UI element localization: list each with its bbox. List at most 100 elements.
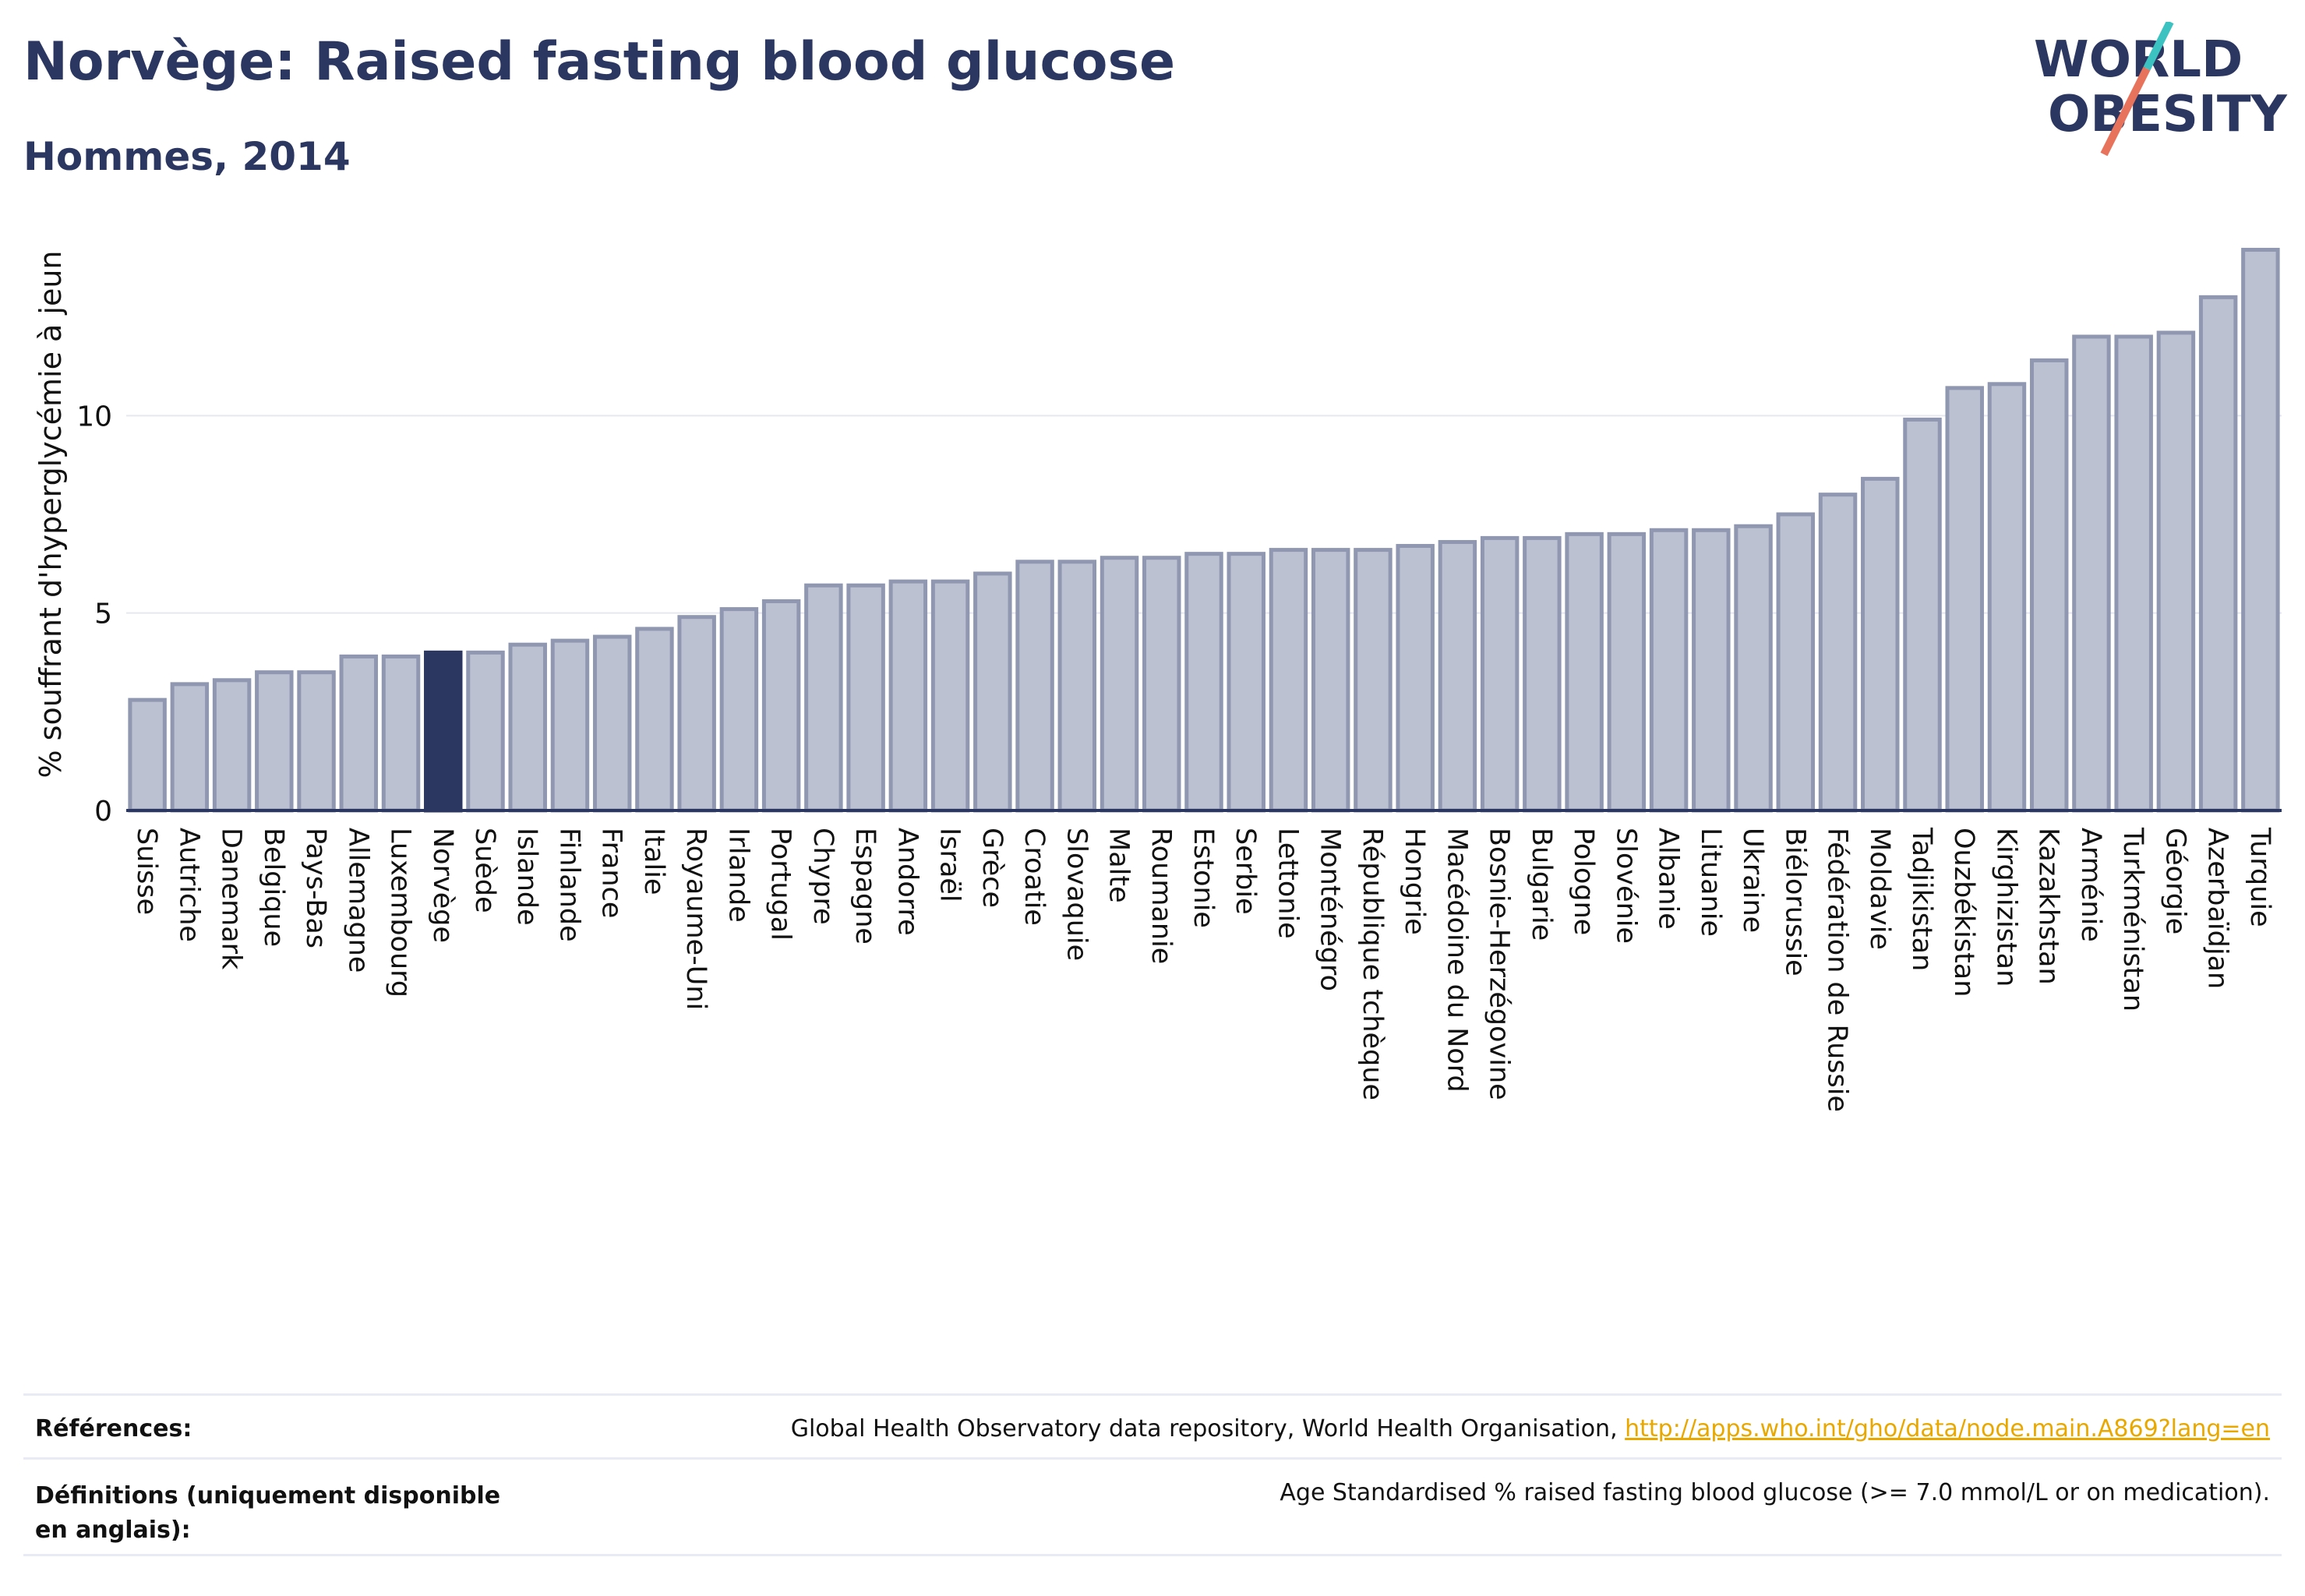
bar-su-de bbox=[466, 650, 505, 813]
bar-roumanie bbox=[1142, 556, 1181, 813]
references-source: Global Health Observatory data repositor… bbox=[790, 1415, 1626, 1442]
x-tick-label: Grèce bbox=[976, 828, 1008, 908]
bar-hongrie bbox=[1396, 544, 1435, 813]
x-tick-label: Chypre bbox=[807, 828, 838, 925]
y-tick-label: 0 bbox=[94, 796, 112, 828]
x-tick-label: Roumanie bbox=[1145, 828, 1177, 964]
bar-ukraine bbox=[1734, 524, 1773, 813]
x-tick-label: Arménie bbox=[2075, 828, 2106, 942]
x-tick-label: Estonie bbox=[1188, 828, 1219, 928]
x-tick-label: Slovaquie bbox=[1061, 828, 1092, 961]
x-tick-label: Bosnie-Herzégovine bbox=[1484, 828, 1515, 1100]
x-tick-label: Kazakhstan bbox=[2033, 828, 2064, 985]
x-tick-label: Islande bbox=[511, 828, 542, 926]
x-tick-label: Croatie bbox=[1018, 828, 1050, 926]
bar-slovaquie bbox=[1057, 560, 1097, 813]
svg-text:OBESITY: OBESITY bbox=[2048, 86, 2287, 143]
references-link[interactable]: http://apps.who.int/gho/data/node.main.A… bbox=[1625, 1415, 2270, 1442]
bar-finlande bbox=[550, 638, 590, 813]
bar-slov-nie bbox=[1607, 531, 1647, 813]
bar-azerba-djan bbox=[2198, 295, 2238, 813]
x-tick-label: Kirghizistan bbox=[1990, 828, 2021, 987]
footer-divider-bottom bbox=[23, 1554, 2282, 1556]
bar-isra-l bbox=[930, 579, 970, 813]
bar-tadjikistan bbox=[1903, 417, 1942, 813]
x-tick-label: Ouzbékistan bbox=[1948, 828, 1979, 997]
x-tick-label: Italie bbox=[638, 828, 669, 895]
bar-r-publique-tch-que bbox=[1354, 548, 1393, 813]
x-tick-label: Luxembourg bbox=[385, 828, 416, 998]
y-tick-label: 5 bbox=[94, 598, 112, 630]
references-label: Références: bbox=[35, 1415, 192, 1442]
x-tick-label: Norvège bbox=[427, 828, 458, 943]
bar-albanie bbox=[1649, 528, 1689, 813]
x-tick-label: Bulgarie bbox=[1526, 828, 1557, 941]
bar-luxembourg bbox=[381, 654, 421, 813]
bar-belgique bbox=[255, 670, 294, 813]
x-tick-label: Pays-Bas bbox=[300, 828, 331, 948]
x-tick-label: Finlande bbox=[553, 828, 584, 942]
bar-lituanie bbox=[1692, 528, 1731, 813]
x-tick-label: Belgique bbox=[258, 828, 289, 947]
bar-croatie bbox=[1015, 560, 1054, 813]
bar-kirghizistan bbox=[1987, 382, 2027, 813]
chart-title: Norvège: Raised fasting blood glucose bbox=[23, 31, 1176, 93]
x-tick-label: Autriche bbox=[173, 828, 204, 942]
x-tick-label: Israël bbox=[934, 828, 965, 902]
x-tick-label: Espagne bbox=[849, 828, 881, 945]
axes: 0 5 10 Suisse Autriche Danemark Belgique Pays-B… bbox=[76, 401, 2282, 1112]
bar-serbie bbox=[1227, 552, 1265, 813]
bar-islande bbox=[508, 642, 547, 813]
x-tick-label: Serbie bbox=[1230, 828, 1261, 915]
x-tick-label: Azerbaïdjan bbox=[2202, 828, 2233, 989]
bar-andorre bbox=[888, 579, 928, 813]
bar-royaume-uni bbox=[677, 615, 716, 813]
x-tick-label: Portugal bbox=[765, 828, 796, 941]
bar-pologne bbox=[1565, 531, 1604, 813]
x-tick-label: Irlande bbox=[722, 828, 754, 923]
x-tick-label: Slovénie bbox=[1610, 828, 1641, 944]
footer-divider-middle bbox=[23, 1457, 2282, 1460]
x-tick-label: Hongrie bbox=[1399, 828, 1430, 935]
x-tick-label: Danemark bbox=[216, 828, 247, 970]
x-tick-label: Albanie bbox=[1653, 828, 1684, 930]
x-tick-label: Andorre bbox=[891, 828, 923, 936]
x-tick-label: Géorgie bbox=[2159, 828, 2190, 934]
bar-turkm-nistan bbox=[2114, 334, 2153, 813]
x-tick-label: Lettonie bbox=[1272, 828, 1303, 939]
bar-chypre bbox=[804, 583, 843, 813]
x-tick-label: Macédoine du Nord bbox=[1441, 828, 1472, 1093]
x-tick-label: Suisse bbox=[131, 828, 162, 915]
bar-moldavie bbox=[1861, 476, 1900, 813]
x-tick-label: Royaume-Uni bbox=[680, 828, 711, 1010]
bar-turquie bbox=[2241, 248, 2280, 813]
bar-g-orgie bbox=[2156, 330, 2196, 813]
world-obesity-logo: WORLD OBESITY bbox=[2034, 22, 2287, 157]
chart-subtitle: Hommes, 2014 bbox=[23, 134, 351, 179]
footer-divider-top bbox=[23, 1393, 2282, 1396]
bars bbox=[128, 248, 2280, 813]
x-tick-label: Allemagne bbox=[342, 828, 373, 973]
bar-bulgarie bbox=[1523, 535, 1562, 813]
bar-mont-n-gro bbox=[1311, 548, 1350, 813]
x-tick-label: Malte bbox=[1103, 828, 1135, 903]
definitions-label: Définitions (uniquement disponible en an… bbox=[35, 1482, 501, 1544]
bar-danemark bbox=[212, 678, 252, 813]
bar-portugal bbox=[761, 598, 801, 813]
bar-gr-ce bbox=[973, 571, 1012, 813]
x-tick-label: Ukraine bbox=[1737, 828, 1768, 933]
bar-estonie bbox=[1184, 552, 1223, 813]
bar-autriche bbox=[170, 682, 210, 813]
x-tick-label: Pologne bbox=[1568, 828, 1599, 935]
y-axis-label: % souffrant d'hyperglycémie à jeun bbox=[34, 250, 68, 778]
bar-ouzb-kistan bbox=[1945, 386, 1984, 813]
definitions-text: Age Standardised % raised fasting blood … bbox=[1280, 1479, 2270, 1506]
bar-kazakhstan bbox=[2029, 358, 2069, 813]
x-tick-label: Turkménistan bbox=[2117, 827, 2148, 1012]
bar-irlande bbox=[719, 607, 759, 813]
bar-chart: 0 5 10 Suisse Autriche Danemark Belgique Pays-B… bbox=[34, 248, 2282, 1112]
bar-bosnie-herz-govine bbox=[1480, 535, 1520, 813]
bar-lettonie bbox=[1269, 548, 1308, 813]
bar-norv-ge bbox=[424, 650, 463, 813]
bar-allemagne bbox=[339, 654, 379, 813]
